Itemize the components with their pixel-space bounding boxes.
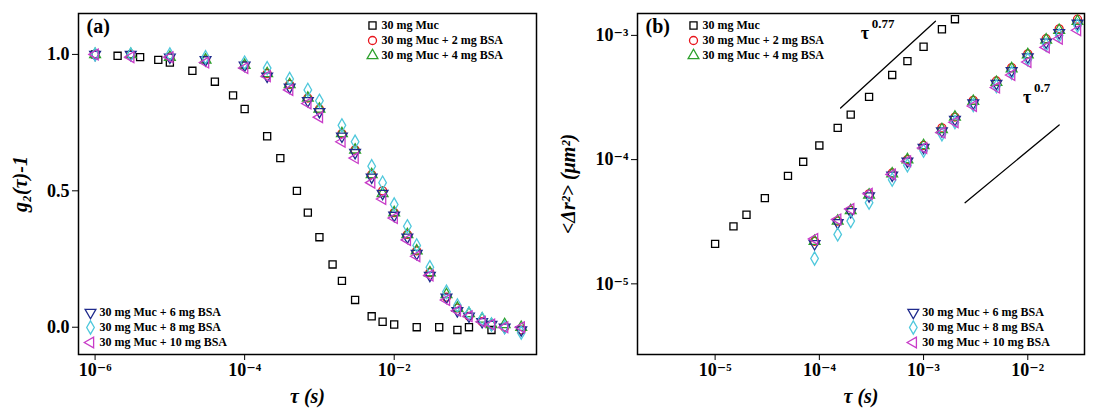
svg-text:10⁻²: 10⁻² <box>378 360 411 380</box>
svg-text:0.0: 0.0 <box>47 317 70 337</box>
svg-text:30 mg Muc + 10 mg BSA: 30 mg Muc + 10 mg BSA <box>100 335 228 349</box>
svg-text:(b): (b) <box>646 15 670 38</box>
svg-text:10⁻⁵: 10⁻⁵ <box>699 360 733 380</box>
svg-text:30 mg Muc + 4 mg BSA: 30 mg Muc + 4 mg BSA <box>703 48 825 62</box>
svg-text:τ: τ <box>1023 87 1032 107</box>
svg-text:30 mg Muc + 6 mg BSA: 30 mg Muc + 6 mg BSA <box>100 305 222 319</box>
svg-text:10⁻⁵: 10⁻⁵ <box>596 274 630 294</box>
svg-text:<Δr²> (μm²): <Δr²> (μm²) <box>557 134 580 234</box>
svg-text:30 mg Muc + 2 mg BSA: 30 mg Muc + 2 mg BSA <box>382 33 504 47</box>
svg-text:10⁻⁴: 10⁻⁴ <box>596 149 630 169</box>
svg-text:10⁻³: 10⁻³ <box>907 360 941 380</box>
svg-text:0.77: 0.77 <box>872 16 895 31</box>
svg-text:10⁻³: 10⁻³ <box>596 25 630 45</box>
svg-text:10⁻⁴: 10⁻⁴ <box>803 360 837 380</box>
svg-text:30 mg Muc + 10 mg BSA: 30 mg Muc + 10 mg BSA <box>922 335 1050 349</box>
svg-text:τ (s): τ (s) <box>290 385 325 408</box>
svg-text:0.5: 0.5 <box>47 181 70 201</box>
svg-text:30 mg Muc + 2 mg BSA: 30 mg Muc + 2 mg BSA <box>703 33 825 47</box>
svg-text:1.0: 1.0 <box>47 44 70 64</box>
svg-text:30 mg Muc + 4 mg BSA: 30 mg Muc + 4 mg BSA <box>382 48 504 62</box>
svg-text:30 mg Muc + 8 mg BSA: 30 mg Muc + 8 mg BSA <box>922 320 1044 334</box>
svg-text:30 mg Muc: 30 mg Muc <box>382 18 440 32</box>
svg-text:10⁻²: 10⁻² <box>1011 360 1044 380</box>
svg-text:g₂(τ)-1: g₂(τ)-1 <box>9 156 32 213</box>
svg-text:30 mg Muc: 30 mg Muc <box>703 18 761 32</box>
svg-text:10⁻⁴: 10⁻⁴ <box>228 360 262 380</box>
svg-text:τ: τ <box>861 23 870 43</box>
svg-text:0.7: 0.7 <box>1034 80 1051 95</box>
svg-text:30 mg Muc + 8 mg BSA: 30 mg Muc + 8 mg BSA <box>100 320 222 334</box>
svg-text:10⁻⁶: 10⁻⁶ <box>79 360 113 380</box>
svg-text:(a): (a) <box>87 15 110 38</box>
svg-text:τ (s): τ (s) <box>844 385 879 408</box>
svg-text:30 mg Muc + 6 mg BSA: 30 mg Muc + 6 mg BSA <box>922 305 1044 319</box>
